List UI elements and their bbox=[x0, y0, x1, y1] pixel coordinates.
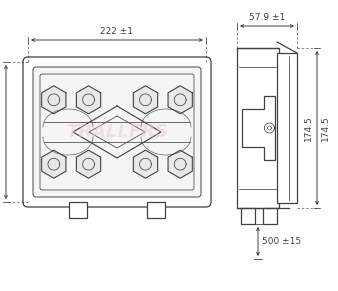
Bar bbox=[69, 202, 87, 218]
Text: 174.5: 174.5 bbox=[321, 115, 330, 141]
Bar bbox=[263, 208, 277, 224]
FancyBboxPatch shape bbox=[33, 67, 201, 197]
Text: 152.5 ±1: 152.5 ±1 bbox=[0, 111, 2, 153]
Polygon shape bbox=[42, 150, 66, 178]
Bar bbox=[147, 202, 165, 218]
Bar bbox=[241, 208, 255, 224]
Text: 57.9 ±1: 57.9 ±1 bbox=[249, 13, 285, 22]
Bar bbox=[277, 53, 297, 203]
Text: 500 ±15: 500 ±15 bbox=[262, 237, 301, 246]
Text: 174.5: 174.5 bbox=[304, 115, 313, 141]
Polygon shape bbox=[134, 86, 158, 114]
Polygon shape bbox=[76, 86, 101, 114]
Polygon shape bbox=[242, 96, 275, 160]
Polygon shape bbox=[168, 86, 192, 114]
Text: TRALLFRS: TRALLFRS bbox=[66, 123, 168, 141]
Bar bbox=[237, 48, 279, 208]
Text: 222 ±1: 222 ±1 bbox=[100, 27, 134, 36]
Polygon shape bbox=[168, 150, 192, 178]
Polygon shape bbox=[134, 150, 158, 178]
Polygon shape bbox=[42, 86, 66, 114]
Polygon shape bbox=[76, 150, 101, 178]
FancyBboxPatch shape bbox=[23, 57, 211, 207]
